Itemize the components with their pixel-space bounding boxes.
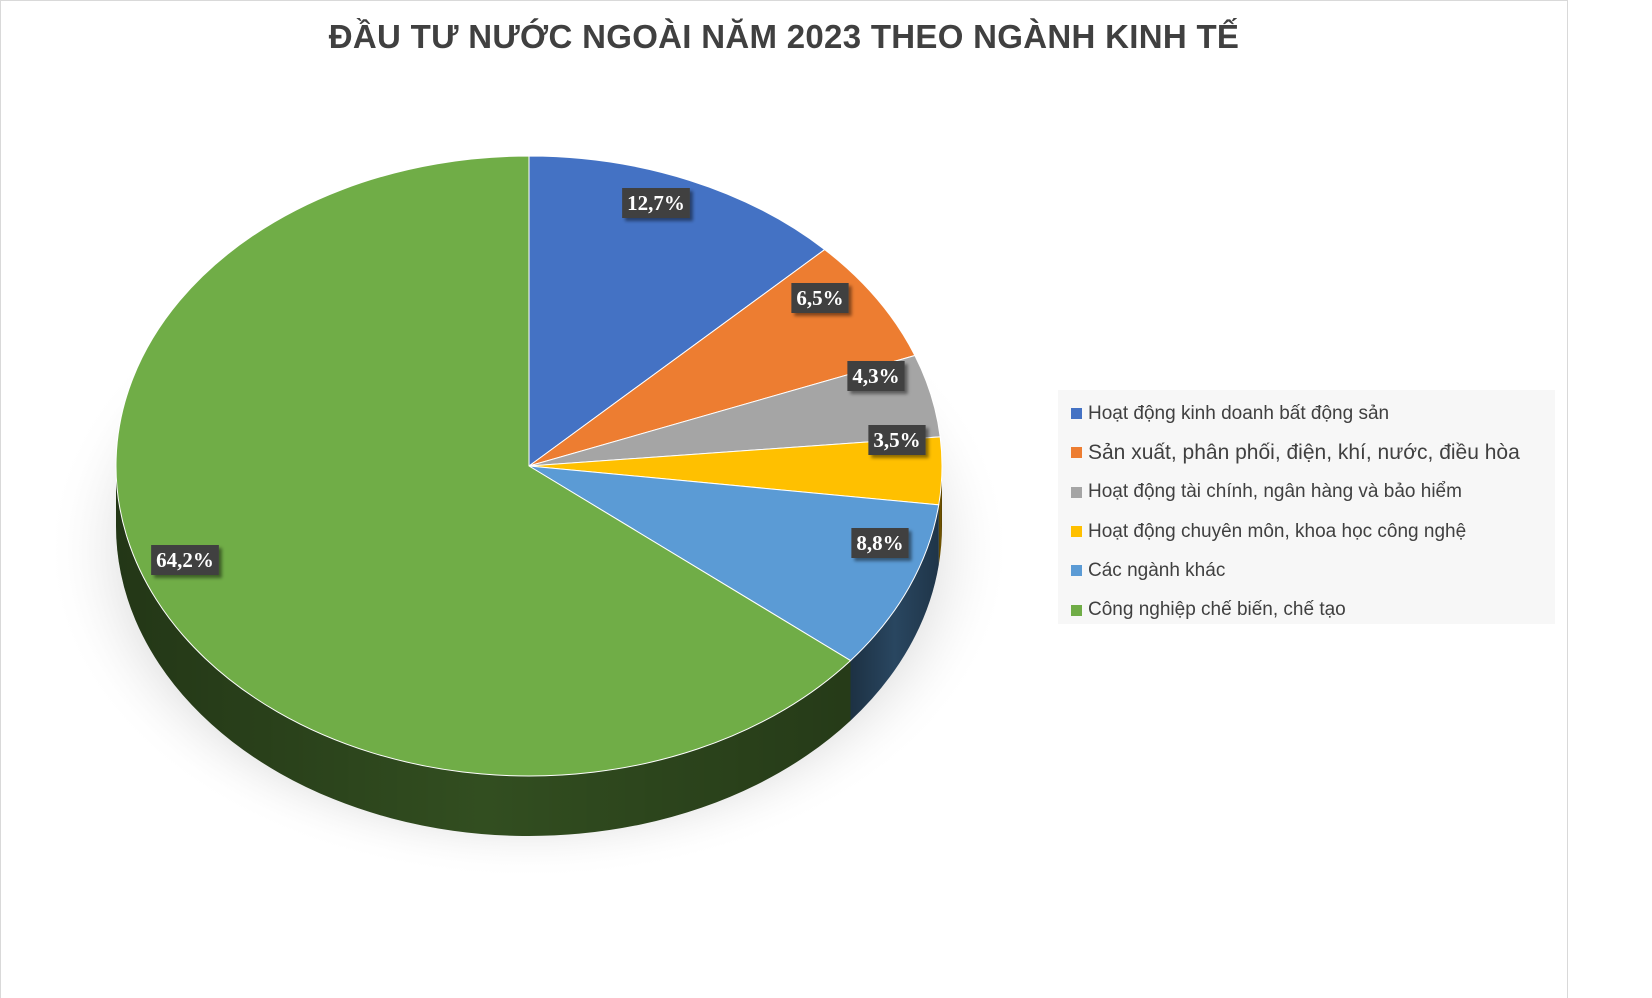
legend-item-hoat-dong-kinh-doanh-bat-dong-san: Hoạt động kinh doanh bất động sản <box>1058 394 1555 433</box>
data-label-cac-nganh-khac: 8,8% <box>851 528 909 558</box>
data-label-hoat-dong-kinh-doanh-bat-dong-san: 12,7% <box>622 188 690 218</box>
svg-text:12,7%: 12,7% <box>627 191 685 215</box>
data-label-hoat-dong-tai-chinh-ngan-hang-va-bao-hiem: 4,3% <box>847 361 905 391</box>
legend-label: Hoạt động tài chính, ngân hàng và bảo hi… <box>1088 481 1462 503</box>
side-wall-shade <box>850 504 939 721</box>
data-label-box <box>847 361 905 391</box>
side-wall-shade <box>116 466 851 837</box>
legend-swatch <box>1071 486 1082 498</box>
legend-swatch <box>1071 565 1082 577</box>
legend-swatch <box>1071 526 1082 538</box>
legend-item-hoat-dong-chuyen-mon-khoa-hoc-cong-nghe: Hoạt động chuyên môn, khoa học công nghệ <box>1058 512 1555 551</box>
data-label-san-xuat-phan-phoi-dien-khi-nuoc-dieu-hoa: 6,5% <box>791 283 849 313</box>
pie-slice-cac-nganh-khac <box>528 465 940 662</box>
legend-item-hoat-dong-tai-chinh-ngan-hang-va-bao-hiem: Hoạt động tài chính, ngân hàng và bảo hi… <box>1058 473 1555 512</box>
pie-chart: 12,7% 6,5% 4,3% 3,5% 8,8% 64,2% <box>46 155 1012 880</box>
legend-label: Các ngành khác <box>1088 559 1226 581</box>
legend-label: Hoạt động chuyên môn, khoa học công nghệ <box>1088 520 1467 542</box>
pie-slice-cong-nghiep-che-bien-che-tao <box>115 155 852 777</box>
legend-item-cac-nganh-khac: Các ngành khác <box>1058 551 1555 590</box>
legend-swatch <box>1071 447 1082 459</box>
legend-label: Hoạt động kinh doanh bất động sản <box>1088 402 1390 424</box>
legend-swatch <box>1071 408 1082 420</box>
pie-slice-hoat-dong-kinh-doanh-bat-dong-san <box>528 155 826 467</box>
svg-text:64,2%: 64,2% <box>156 548 214 572</box>
pie-top <box>115 155 943 777</box>
data-label-hoat-dong-chuyen-mon-khoa-hoc-cong-nghe: 3,5% <box>868 425 926 455</box>
svg-text:8,8%: 8,8% <box>856 531 903 555</box>
legend-item-cong-nghiep-che-bien-che-tao: Công nghiệp chế biến, chế tạo <box>1058 590 1555 629</box>
data-label-box <box>868 425 926 455</box>
data-labels: 12,7% 6,5% 4,3% 3,5% 8,8% 64,2% <box>151 188 926 575</box>
legend-item-san-xuat-phan-phoi-dien-khi-nuoc-dieu-hoa: Sản xuất, phân phối, điện, khí, nước, đi… <box>1058 433 1555 472</box>
svg-text:3,5%: 3,5% <box>873 428 920 452</box>
chart-title: ĐẦU TƯ NƯỚC NGOÀI NĂM 2023 THEO NGÀNH KI… <box>328 18 1240 55</box>
data-label-box <box>622 188 690 218</box>
svg-text:6,5%: 6,5% <box>796 286 843 310</box>
data-label-box <box>151 545 219 575</box>
legend: Hoạt động kinh doanh bất động sản Sản xuấ… <box>1058 390 1555 624</box>
data-label-box <box>851 528 909 558</box>
legend-label: Sản xuất, phân phối, điện, khí, nước, đi… <box>1088 440 1520 464</box>
data-label-box <box>791 283 849 313</box>
legend-label: Công nghiệp chế biến, chế tạo <box>1088 599 1346 621</box>
data-label-cong-nghiep-che-bien-che-tao: 64,2% <box>151 545 219 575</box>
pie-side-walls <box>116 466 942 837</box>
svg-text:4,3%: 4,3% <box>852 364 899 388</box>
legend-swatch <box>1071 604 1082 616</box>
